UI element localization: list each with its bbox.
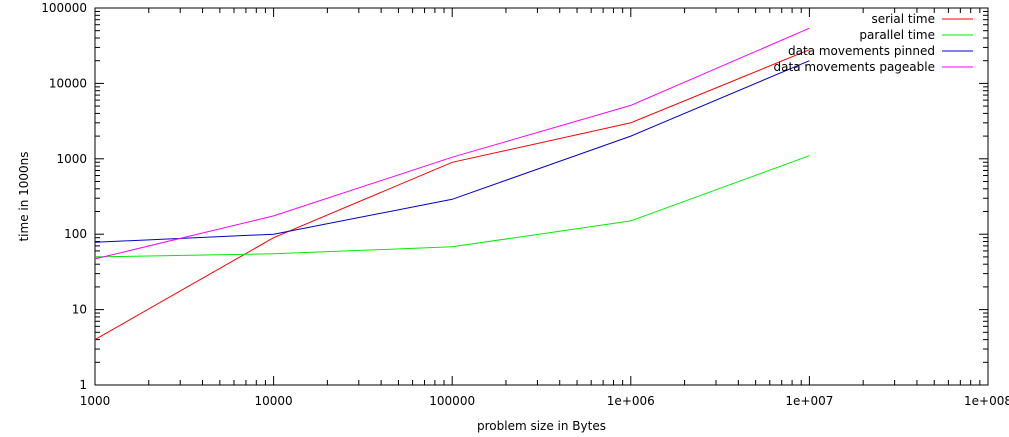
legend-label: serial time	[871, 12, 935, 26]
x-tick-label: 1e+008	[964, 394, 1009, 408]
x-axis-label: problem size in Bytes	[477, 419, 606, 433]
y-tick-label: 100	[64, 227, 87, 241]
legend: serial time parallel time data movements p…	[774, 12, 973, 74]
legend-label: parallel time	[859, 28, 935, 42]
plot-area-frame	[94, 7, 989, 386]
series-line-data-movements-pageable	[94, 27, 810, 260]
series-line-parallel-time	[94, 155, 810, 258]
x-tick-label: 100000	[429, 394, 475, 408]
series-line-data-movements-pinned	[94, 60, 810, 243]
x-tick-label: 1e+006	[607, 394, 655, 408]
series-lines	[94, 27, 810, 341]
y-axis-label: time in 1000ns	[17, 151, 31, 241]
x-tick-label: 10000	[255, 394, 293, 408]
x-axis-ticks	[94, 8, 981, 385]
x-axis-tick-labels: 1000 10000 100000 1e+006 1e+007 1e+008	[80, 394, 1009, 408]
y-tick-label: 10	[72, 303, 87, 317]
y-axis-ticks	[95, 10, 988, 386]
legend-label: data movements pageable	[774, 60, 935, 74]
y-tick-label: 10000	[49, 76, 87, 90]
y-tick-label: 1	[79, 378, 87, 392]
y-tick-label: 1000	[56, 152, 87, 166]
x-tick-label: 1e+007	[785, 394, 833, 408]
x-tick-label: 1000	[80, 394, 111, 408]
y-axis-tick-labels: 1 10 100 1000 10000 100000	[41, 1, 87, 392]
legend-label: data movements pinned	[788, 44, 935, 58]
y-tick-label: 100000	[41, 1, 87, 15]
series-line-serial-time	[94, 49, 810, 341]
